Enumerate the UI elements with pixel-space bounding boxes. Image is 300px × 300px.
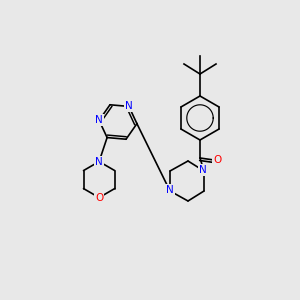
Text: O: O [213, 155, 221, 165]
Text: N: N [95, 157, 103, 166]
Text: N: N [125, 101, 133, 111]
Text: N: N [95, 115, 103, 125]
Text: O: O [95, 193, 103, 202]
Text: N: N [199, 165, 207, 175]
Text: N: N [166, 185, 174, 195]
